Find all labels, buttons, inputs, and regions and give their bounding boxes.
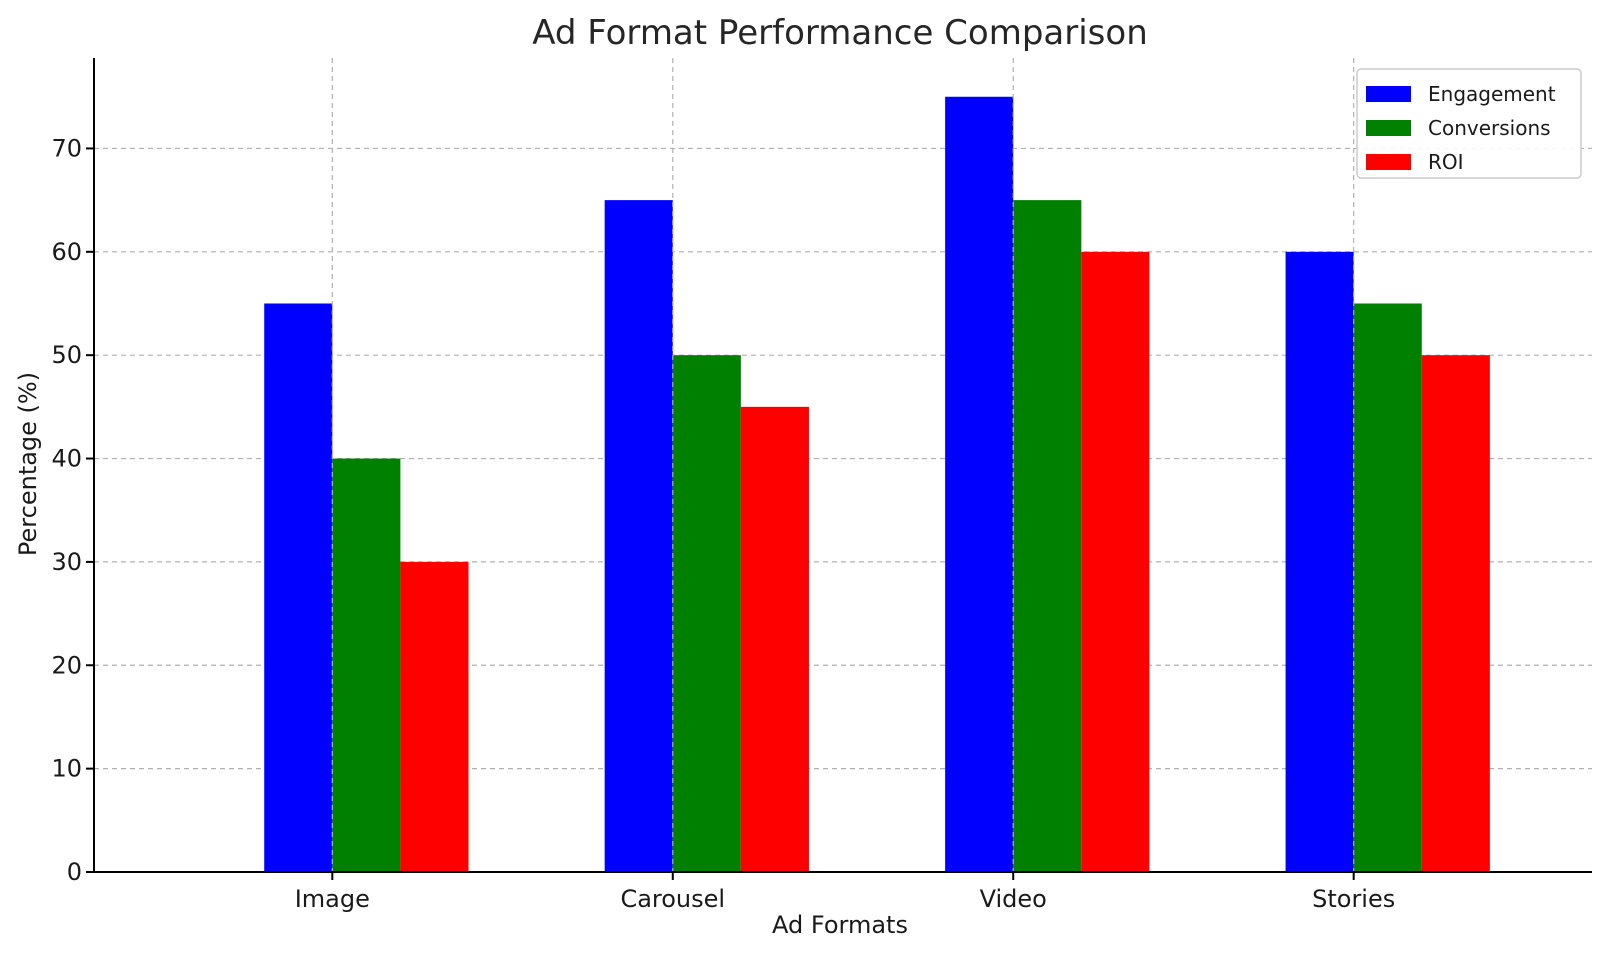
- bars: [264, 58, 1490, 873]
- y-tick-label: 40: [51, 445, 82, 473]
- bar-roi-stories: [1421, 355, 1490, 873]
- legend: Engagement Conversions ROI: [1356, 68, 1582, 179]
- legend-box: [1356, 68, 1582, 179]
- x-axis-label: Ad Formats: [772, 911, 908, 939]
- x-tick-label: Carousel: [620, 885, 725, 913]
- x-tick-label: Image: [295, 885, 370, 913]
- ticks: 0 10 20 30 40 50 60 70 Image Carousel Video Stories: [51, 134, 1395, 913]
- bar-engagement-video: [945, 96, 1014, 872]
- bar-roi-video: [1081, 251, 1150, 873]
- bar-roi-image: [400, 561, 469, 872]
- legend-label-roi: ROI: [1428, 150, 1464, 174]
- legend-label-engagement: Engagement: [1428, 82, 1556, 106]
- legend-label-conversions: Conversions: [1428, 116, 1551, 140]
- y-tick-label: 20: [51, 651, 82, 679]
- bar-engagement-image: [264, 303, 333, 872]
- legend-swatch-conversions: [1366, 120, 1411, 136]
- bar-conversions-image: [332, 458, 401, 872]
- y-tick-label: 70: [51, 134, 82, 162]
- y-tick-label: 30: [51, 548, 82, 576]
- bar-engagement-stories: [1285, 251, 1354, 873]
- legend-swatch-roi: [1366, 154, 1411, 170]
- y-tick-label: 10: [51, 755, 82, 783]
- x-tick-label: Stories: [1312, 885, 1395, 913]
- y-tick-label: 0: [67, 858, 82, 886]
- y-tick-label: 60: [51, 238, 82, 266]
- x-tick-label: Video: [980, 885, 1047, 913]
- grid: [94, 147, 1592, 770]
- bar-conversions-stories: [1353, 303, 1422, 872]
- y-tick-label: 50: [51, 341, 82, 369]
- chart-title: Ad Format Performance Comparison: [532, 13, 1148, 53]
- bar-engagement-carousel: [604, 200, 673, 873]
- bar-conversions-carousel: [672, 355, 741, 873]
- axes: [93, 58, 1592, 873]
- bar-conversions-video: [1013, 200, 1082, 873]
- y-axis-label: Percentage (%): [14, 372, 42, 556]
- bar-roi-carousel: [740, 406, 809, 872]
- legend-swatch-engagement: [1366, 86, 1411, 102]
